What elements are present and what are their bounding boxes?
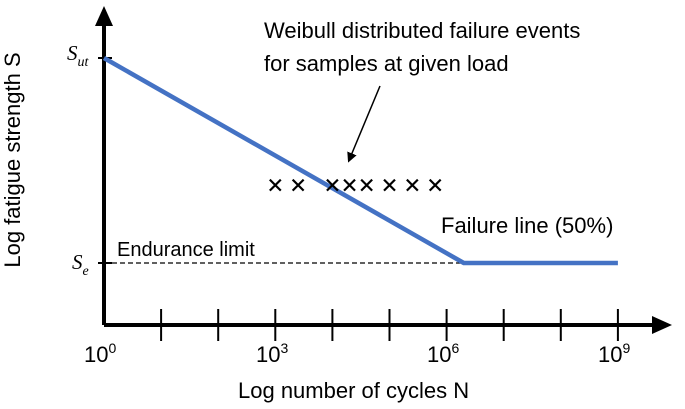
- failure-event-marker-3: [343, 178, 356, 192]
- x-tick-label-1e3: 103: [256, 340, 288, 367]
- x-axis-title: Log number of cycles N: [238, 378, 469, 403]
- y-tick-label-se-main: S: [72, 250, 83, 274]
- failure-events: [269, 178, 442, 192]
- y-axis-title: Log fatigue strength S: [0, 52, 25, 267]
- x-tick-label-1e6-exp: 6: [451, 340, 459, 356]
- y-tick-label-se-sub: e: [83, 264, 89, 279]
- x-minor-ticks: [160, 309, 562, 341]
- annotation-arrow: [347, 85, 381, 163]
- x-tick-label-1e0: 100: [84, 340, 116, 367]
- x-tick-label-1e9-base: 10: [598, 342, 622, 367]
- failure-event-marker-4: [360, 178, 373, 192]
- x-tick-label-1e6-base: 10: [427, 342, 451, 367]
- failure-event-marker-7: [428, 178, 442, 192]
- endurance-limit-label: Endurance limit: [117, 239, 255, 261]
- failure-line-series: [102, 56, 618, 266]
- x-axis-arrow: [652, 316, 672, 334]
- x-tick-label-1e3-exp: 3: [280, 340, 288, 356]
- y-tick-label-sut-sub: ut: [78, 55, 90, 70]
- x-tick-label-1e0-base: 10: [84, 342, 108, 367]
- x-tick-label-1e3-base: 10: [256, 342, 280, 367]
- y-tick-label-sut: Sut: [67, 41, 90, 70]
- x-tick-label-1e9-exp: 9: [622, 340, 630, 356]
- x-major-ticks: [274, 309, 619, 341]
- failure-event-marker-0: [269, 178, 282, 192]
- y-axis-arrow: [95, 6, 113, 26]
- failure-event-marker-5: [383, 178, 396, 192]
- x-tick-label-1e9: 109: [598, 340, 630, 367]
- failure-line-label: Failure line (50%): [441, 213, 613, 238]
- x-tick-label-1e6: 106: [427, 340, 459, 367]
- annotation-line-1: Weibull distributed failure events: [264, 18, 580, 43]
- y-tick-label-sut-main: S: [67, 41, 78, 65]
- x-tick-label-1e0-exp: 0: [108, 340, 116, 356]
- failure-event-marker-2: [326, 178, 339, 192]
- annotation-line-2: for samples at given load: [264, 51, 509, 76]
- failure-event-marker-1: [291, 178, 305, 192]
- y-tick-label-se: Se: [72, 250, 89, 279]
- failure-event-marker-6: [406, 178, 419, 192]
